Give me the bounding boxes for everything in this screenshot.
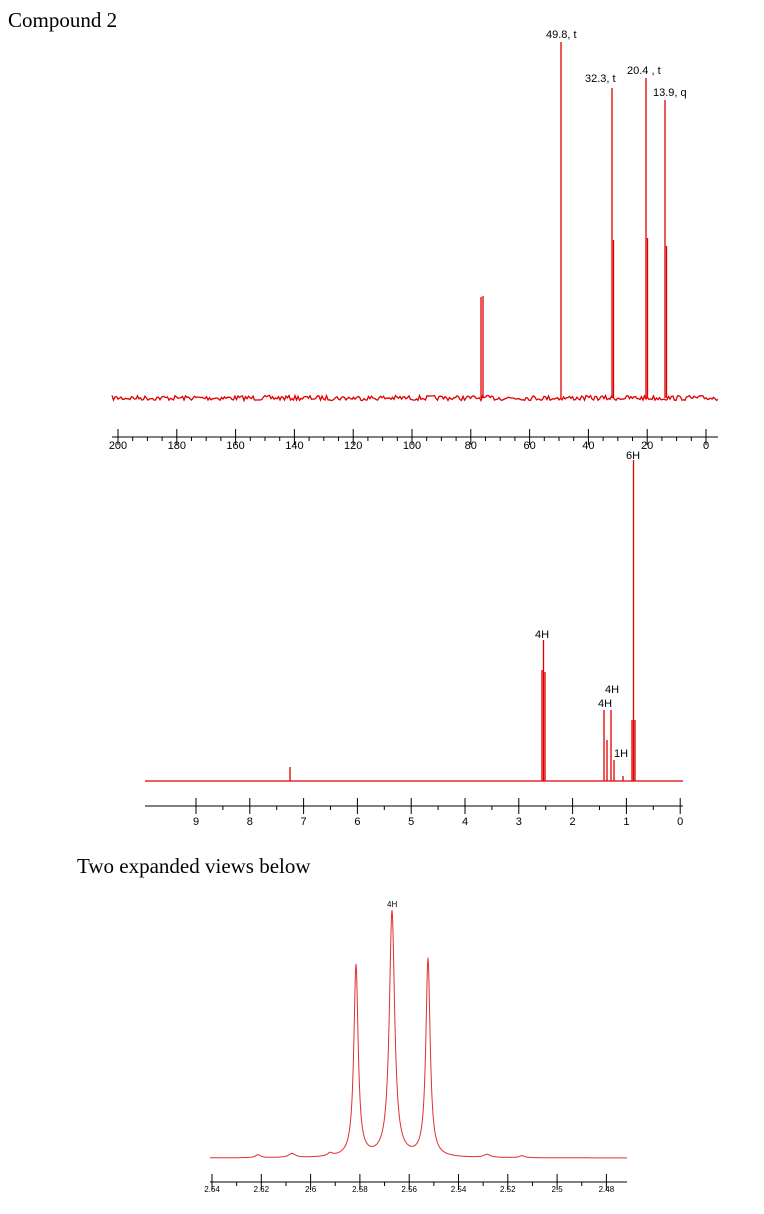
tick-label: 2.64: [204, 1185, 220, 1194]
tick-label: 1: [623, 816, 629, 828]
tick-label: 2: [570, 816, 576, 828]
tick-label: 80: [465, 440, 477, 452]
peak-label: 49.8, t: [546, 29, 577, 41]
tick-label: 2.52: [500, 1185, 516, 1194]
proton-spectrum: 6H 4H 4H 4H 1H 9 8 7 6 5 4 3 2 1 0: [145, 450, 683, 828]
carbon-spectrum: 49.8, t 32.3, t 20.4 , t 13.9, q 200 180 1…: [109, 29, 719, 452]
integral-label: 4H: [598, 698, 612, 710]
integral-label: 1H: [614, 748, 628, 760]
peak-label: 32.3, t: [585, 73, 616, 85]
peak-label: 13.9, q: [653, 87, 687, 99]
integral-label: 6H: [626, 450, 640, 462]
tick-label: 2.56: [401, 1185, 417, 1194]
tick-label: 6: [354, 816, 360, 828]
tick-label: 180: [168, 440, 186, 452]
integral-label: 4H: [387, 900, 397, 909]
tick-label: 4: [462, 816, 468, 828]
tick-label: 0: [677, 816, 683, 828]
tick-label: 7: [301, 816, 307, 828]
tick-label: 40: [582, 440, 594, 452]
tick-label: 140: [285, 440, 303, 452]
integral-label: 4H: [605, 684, 619, 696]
peak-label: 20.4 , t: [627, 65, 661, 77]
tick-label: 2.6: [305, 1185, 317, 1194]
tick-label: 2.62: [254, 1185, 270, 1194]
tick-label: 9: [193, 816, 199, 828]
tick-label: 2.5: [552, 1185, 564, 1194]
tick-label: 0: [703, 440, 709, 452]
tick-label: 5: [408, 816, 414, 828]
tick-label: 20: [641, 440, 653, 452]
integral-label: 4H: [535, 629, 549, 641]
spectrum-trace: [210, 909, 627, 1159]
expanded-spectrum: 4H 2.64 2.62 2.6 2.58 2.56 2.54 2.52 2.5 2.48: [204, 900, 627, 1194]
tick-label: 2.54: [451, 1185, 467, 1194]
tick-label: 3: [516, 816, 522, 828]
tick-label: 120: [344, 440, 362, 452]
tick-label: 100: [403, 440, 421, 452]
caption: Two expanded views below: [77, 854, 311, 878]
tick-label: 2.58: [352, 1185, 368, 1194]
tick-label: 8: [247, 816, 253, 828]
tick-label: 160: [226, 440, 244, 452]
tick-label: 200: [109, 440, 127, 452]
title: Compound 2: [8, 8, 117, 32]
baseline: [111, 393, 719, 403]
tick-label: 60: [523, 440, 535, 452]
tick-label: 2.48: [599, 1185, 615, 1194]
